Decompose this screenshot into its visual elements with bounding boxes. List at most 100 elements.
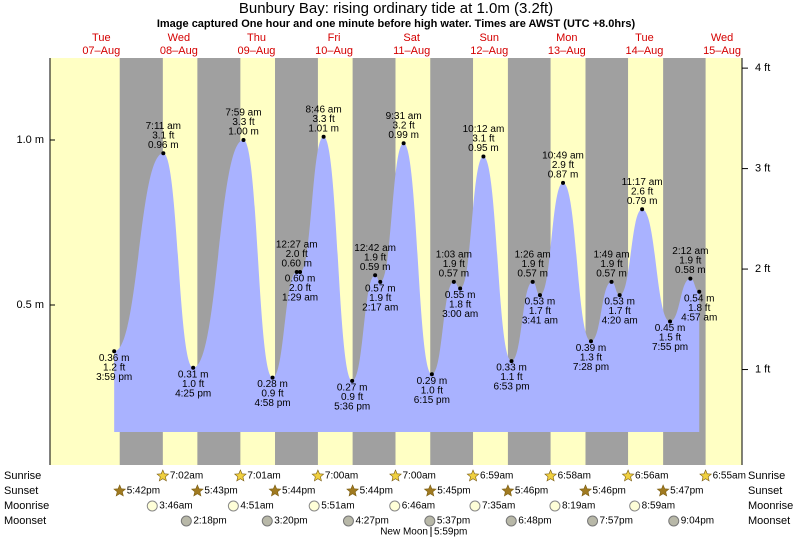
day-name: Wed (711, 32, 733, 44)
tide-label: 6:53 pm (493, 382, 529, 393)
row-label: Sunrise (4, 470, 41, 482)
tide-point (697, 289, 702, 294)
tide-label: 12:42 am (354, 243, 396, 254)
sunrise-icon (621, 469, 635, 482)
moonrise-icon (227, 500, 239, 512)
tide-label: 0.9 ft (341, 392, 363, 403)
tide-label: 0.59 m (360, 262, 391, 273)
day-name: Mon (556, 32, 577, 44)
sunrise-icon (311, 469, 325, 482)
row-label: Moonrise (4, 500, 49, 512)
moonset-icon (505, 515, 517, 527)
tide-label: 0.57 m (596, 269, 627, 280)
moonrise-icon (146, 500, 158, 512)
tide-label: 0.39 m (576, 343, 607, 354)
tide-point (161, 151, 166, 156)
day-date: 10–Aug (315, 45, 353, 57)
tide-label: 3:00 am (442, 309, 478, 320)
sunrise-icon (544, 469, 558, 482)
day-name: Thu (247, 32, 266, 44)
tide-label: 10:12 am (463, 124, 505, 135)
tide-point (429, 372, 434, 377)
moonrise-icon (389, 500, 401, 512)
tide-label: 1.0 ft (421, 385, 443, 396)
sunset-time: 5:46pm (592, 486, 625, 497)
sunset-time: 5:44pm (360, 486, 393, 497)
tide-point (609, 279, 614, 284)
tide-label: 0.36 m (99, 353, 130, 364)
tide-label: 1:03 am (436, 250, 472, 261)
tide-point (321, 134, 326, 139)
y2-tick-label: 3 ft (755, 163, 770, 175)
tide-point (294, 270, 299, 274)
sunset-icon (190, 484, 204, 497)
tide-label: 1:29 am (282, 293, 318, 304)
tide-point (298, 270, 303, 274)
sunset-icon (113, 484, 127, 497)
tide-point (378, 279, 383, 284)
tide-point (509, 359, 514, 364)
tide-point (373, 273, 378, 278)
y2-tick-label: 2 ft (755, 263, 770, 275)
tide-label: 0.53 m (604, 297, 635, 308)
tide-point (617, 293, 622, 298)
day-date: 07–Aug (82, 45, 120, 57)
moonset-icon (261, 515, 273, 527)
moon-phase-name: New Moon (380, 527, 428, 538)
sunrise-icon (699, 469, 713, 482)
moon-phase-time: 5:59pm (434, 527, 467, 538)
sunrise-icon (389, 469, 402, 482)
tide-label: 1:49 am (593, 250, 629, 261)
tide-label: 0.87 m (548, 170, 579, 181)
sunset-icon (346, 484, 360, 497)
sunrise-time: 7:00am (325, 471, 358, 482)
moonset-time: 5:37pm (437, 516, 470, 527)
sunset-time: 5:42pm (127, 486, 160, 497)
tide-label: 0.29 m (417, 376, 448, 387)
day-date: 11–Aug (393, 45, 430, 57)
tide-label: 0.55 m (445, 290, 476, 301)
tide-label: 1.9 ft (679, 256, 701, 267)
sunrise-time: 6:58am (558, 471, 591, 482)
tide-label: 1.1 ft (500, 372, 522, 383)
sunrise-time: 6:55am (713, 471, 746, 482)
moonrise-time: 4:51am (240, 501, 273, 512)
tide-label: 0.57 m (517, 269, 548, 280)
row-label: Moonset (748, 515, 790, 527)
tide-point (458, 286, 463, 291)
chart-title: Bunbury Bay: rising ordinary tide at 1.0… (239, 0, 553, 17)
tide-label: 1.9 ft (443, 259, 465, 270)
tide-label: 2.6 ft (631, 186, 653, 197)
tide-label: 2.9 ft (552, 160, 574, 171)
sunrise-time: 7:00am (402, 471, 435, 482)
sunrise-time: 7:02am (170, 471, 203, 482)
tide-label: 0.27 m (337, 383, 368, 394)
moonrise-time: 5:51am (321, 501, 354, 512)
day-date: 15–Aug (703, 45, 741, 57)
moonset-time: 2:18pm (193, 516, 226, 527)
tide-label: 0.99 m (388, 130, 419, 141)
tide-label: 3:41 am (522, 316, 558, 327)
moonset-time: 4:27pm (355, 516, 388, 527)
row-label: Moonset (4, 515, 46, 527)
tide-point (112, 349, 117, 354)
tide-label: 7:11 am (146, 121, 181, 132)
tide-label: 1.5 ft (659, 333, 681, 344)
tide-label: 7:28 pm (573, 362, 609, 373)
tide-label: 2.0 ft (289, 283, 311, 294)
moonrise-time: 6:46am (402, 501, 435, 512)
tide-label: 1.2 ft (103, 362, 125, 373)
tide-label: 2:17 am (362, 303, 398, 314)
tide-label: 3.1 ft (152, 130, 174, 141)
day-name: Tue (92, 32, 111, 44)
moonset-time: 9:04pm (681, 516, 714, 527)
day-name: Fri (328, 32, 341, 44)
day-name: Sun (479, 32, 499, 44)
moonset-time: 7:57pm (600, 516, 633, 527)
sunset-icon (268, 484, 282, 497)
moonrise-icon (629, 500, 641, 512)
sunrise-icon (233, 469, 247, 482)
day-date: 08–Aug (160, 45, 198, 57)
sunset-icon (656, 484, 670, 497)
